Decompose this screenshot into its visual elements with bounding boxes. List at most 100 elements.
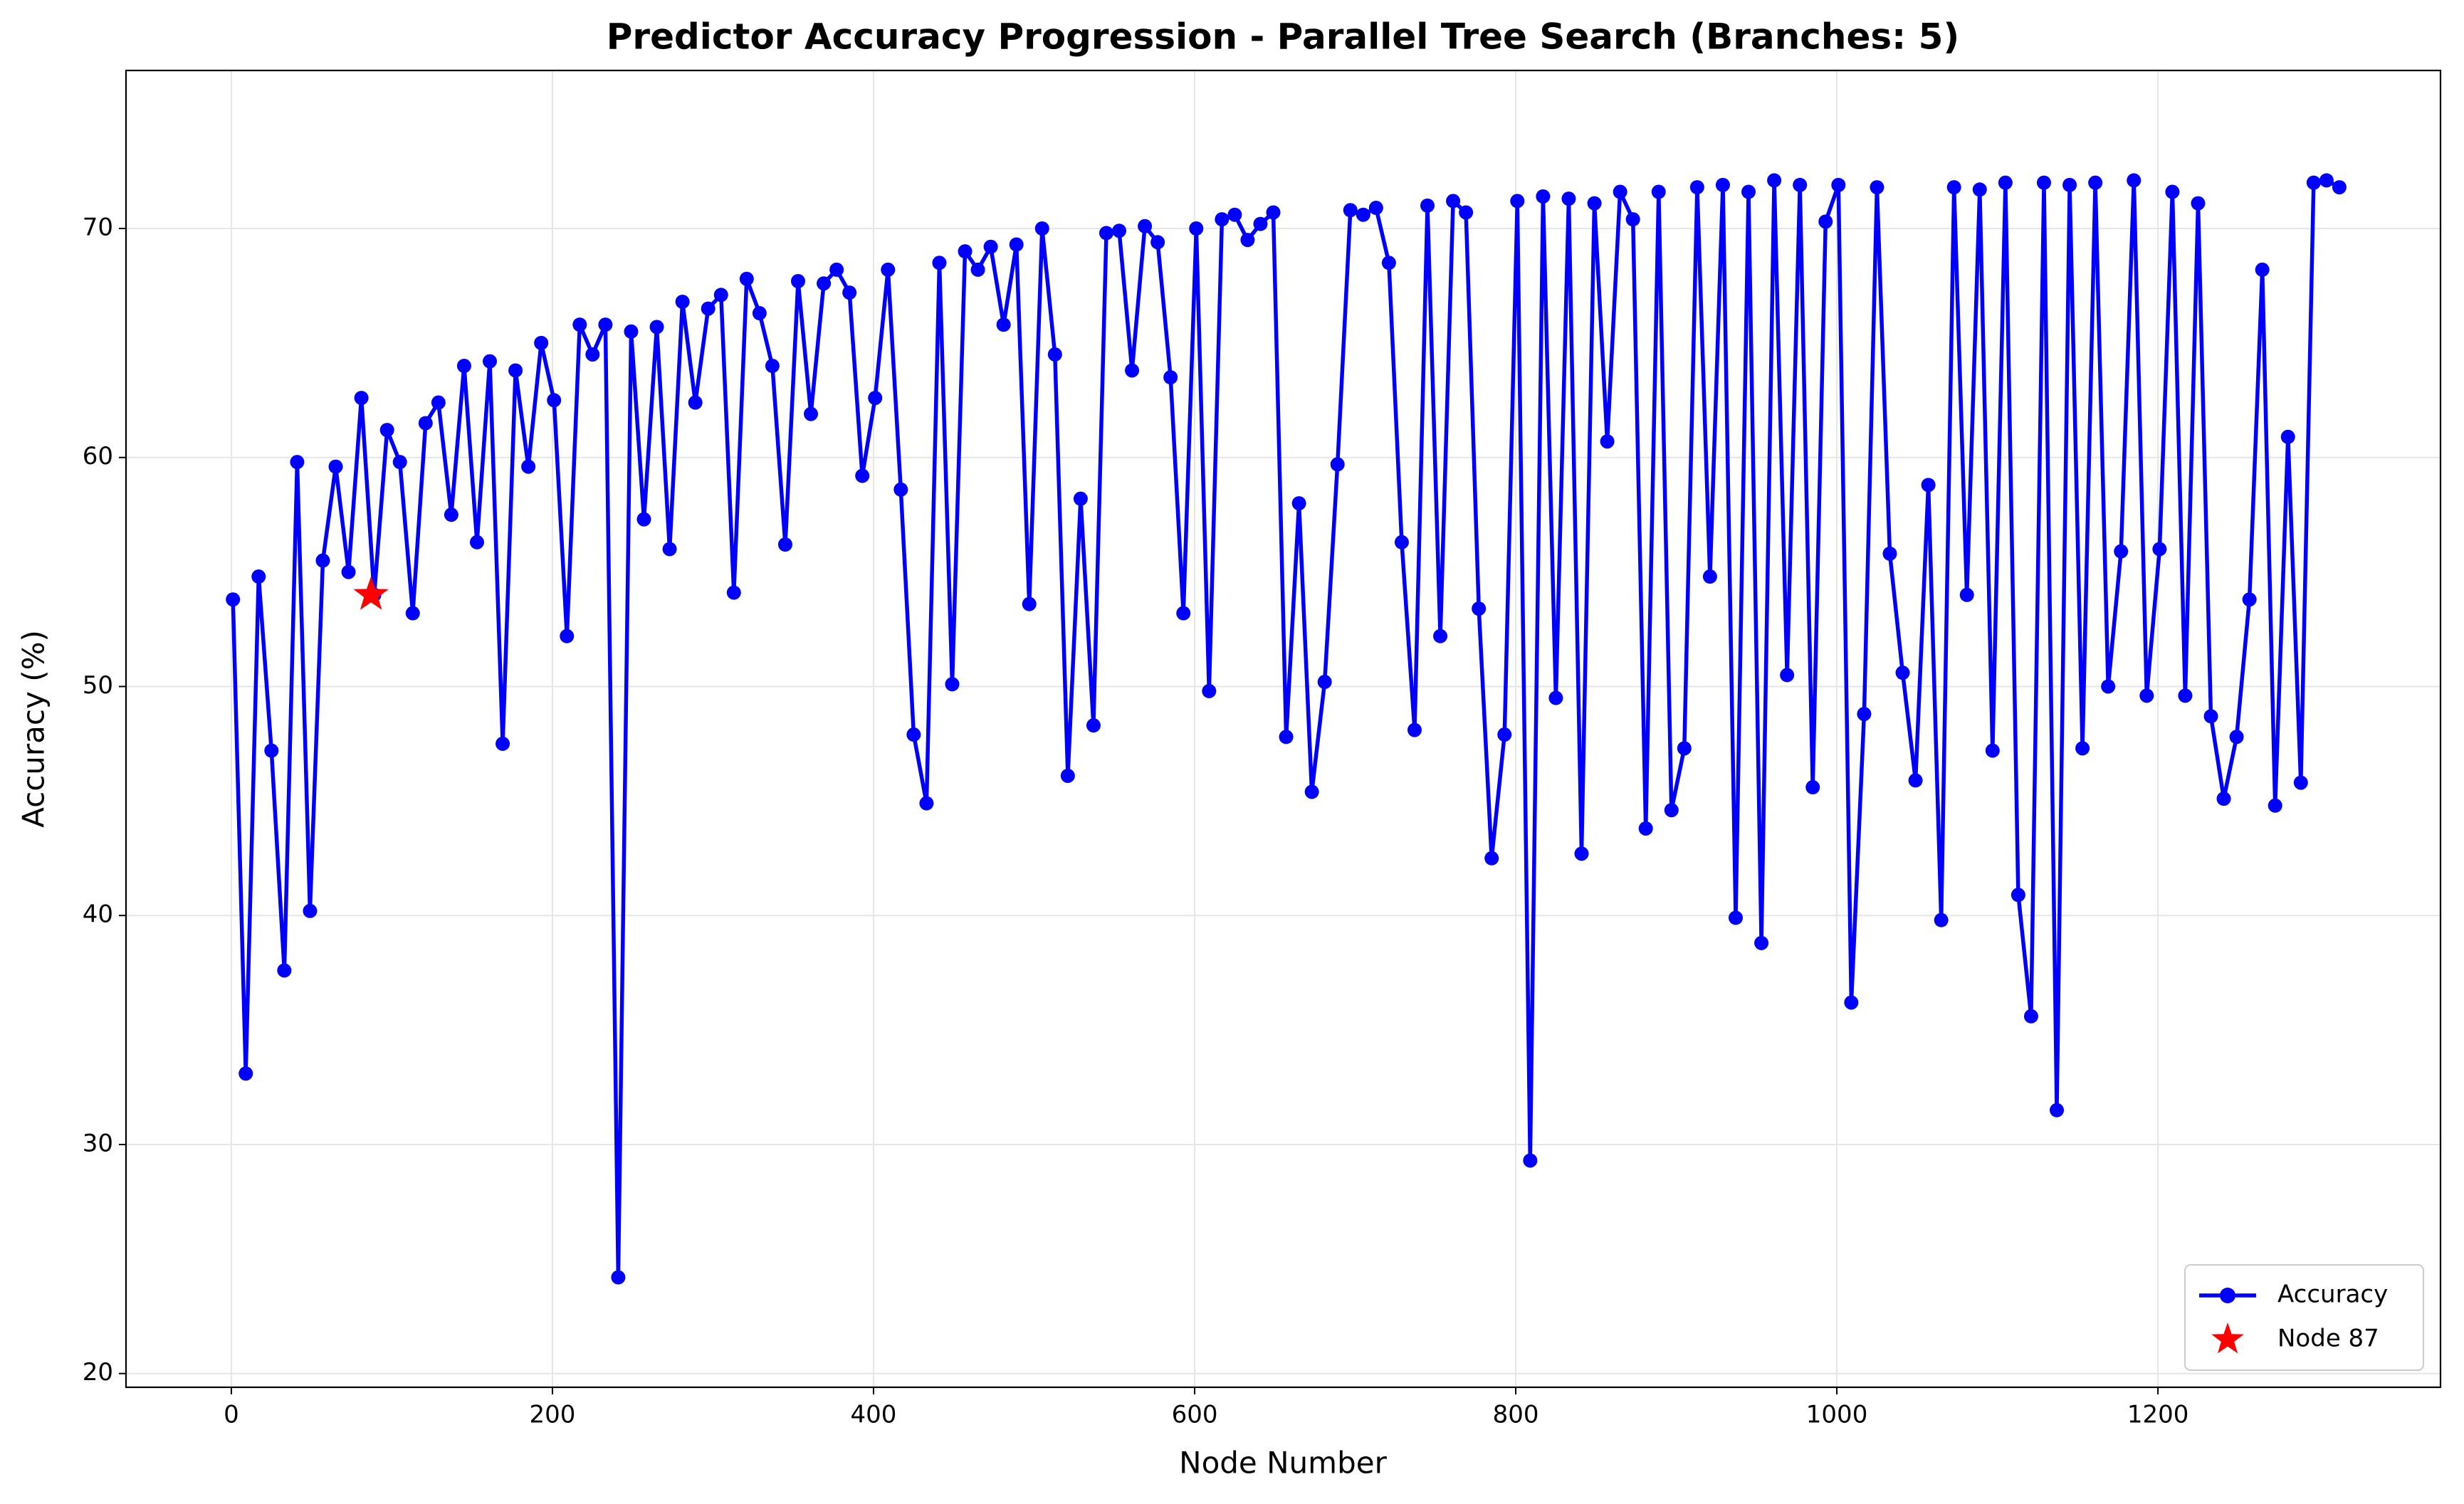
point xyxy=(1112,224,1127,238)
point xyxy=(508,363,523,378)
point xyxy=(1831,177,1846,192)
point xyxy=(881,262,896,277)
point xyxy=(1022,596,1037,611)
point xyxy=(1125,363,1140,378)
point xyxy=(739,271,754,286)
point xyxy=(2050,1103,2065,1118)
point xyxy=(842,285,857,300)
point xyxy=(1844,995,1859,1010)
plot-frame xyxy=(125,69,2442,1389)
point xyxy=(2319,173,2334,188)
point xyxy=(354,391,369,406)
y-tick-label: 40 xyxy=(83,900,113,929)
point xyxy=(483,354,498,369)
point xyxy=(1330,457,1345,472)
point xyxy=(1536,189,1551,204)
point xyxy=(341,564,356,579)
point xyxy=(945,677,960,692)
point xyxy=(817,276,832,291)
point xyxy=(1368,201,1383,216)
point xyxy=(1934,913,1949,927)
point xyxy=(1073,491,1088,506)
point xyxy=(1754,935,1769,950)
point xyxy=(1767,173,1782,188)
y-tick-label: 20 xyxy=(83,1358,113,1387)
point xyxy=(1857,707,1872,722)
point xyxy=(1548,690,1563,705)
point xyxy=(1433,629,1448,643)
point xyxy=(636,512,651,527)
point xyxy=(970,262,985,277)
point xyxy=(2127,173,2141,188)
point xyxy=(983,239,998,254)
legend-marker xyxy=(2220,1288,2235,1303)
point xyxy=(444,508,458,522)
point xyxy=(2139,688,2154,703)
point xyxy=(2075,741,2090,756)
point xyxy=(2152,542,2167,557)
point xyxy=(1908,773,1923,788)
point xyxy=(1047,347,1062,362)
point xyxy=(1099,226,1113,241)
point xyxy=(2255,262,2270,277)
point xyxy=(675,294,690,309)
point xyxy=(790,274,805,288)
point xyxy=(238,1066,253,1081)
point xyxy=(1009,237,1024,252)
point xyxy=(662,542,677,557)
point xyxy=(1728,910,1743,925)
point xyxy=(688,395,703,410)
x-tick-label: 1000 xyxy=(1806,1401,1868,1429)
point xyxy=(1459,205,1474,220)
point xyxy=(1291,496,1306,511)
point xyxy=(804,406,819,421)
legend-box xyxy=(2184,1264,2424,1371)
point xyxy=(1253,216,1268,231)
point xyxy=(1818,214,1833,229)
point xyxy=(868,391,883,406)
point xyxy=(649,320,664,335)
point xyxy=(1664,803,1679,818)
point xyxy=(2023,1009,2038,1024)
legend-label: Node 87 xyxy=(2277,1325,2379,1353)
point xyxy=(1343,203,1358,218)
x-tick-label: 600 xyxy=(1172,1401,1218,1429)
point xyxy=(2036,175,2051,190)
legend-marker xyxy=(2211,1322,2244,1354)
point xyxy=(713,288,728,303)
point xyxy=(2165,184,2180,199)
point xyxy=(1574,846,1589,861)
x-tick-label: 400 xyxy=(851,1401,897,1429)
point xyxy=(932,256,947,270)
point xyxy=(1625,212,1640,227)
point xyxy=(1946,180,1961,195)
point xyxy=(701,301,715,316)
point xyxy=(1805,780,1820,795)
point xyxy=(469,535,484,549)
point xyxy=(1510,194,1525,209)
y-tick-label: 60 xyxy=(83,442,113,470)
point xyxy=(392,455,407,470)
point xyxy=(919,796,934,811)
star-marker xyxy=(353,576,389,610)
point xyxy=(1266,205,1281,220)
point xyxy=(1613,184,1627,199)
y-tick-label: 70 xyxy=(83,214,113,242)
point xyxy=(456,359,471,374)
point xyxy=(893,482,908,497)
point xyxy=(1446,194,1461,209)
point xyxy=(2010,888,2025,903)
point xyxy=(1150,235,1165,250)
point xyxy=(2191,196,2206,211)
point xyxy=(1600,434,1615,449)
point xyxy=(906,727,921,742)
point xyxy=(1638,821,1653,836)
point xyxy=(2306,175,2321,190)
point xyxy=(2268,798,2282,813)
point xyxy=(1163,370,1178,385)
legend: Accuracy Node 87 xyxy=(2184,1264,2424,1371)
point xyxy=(1780,668,1795,683)
point xyxy=(1870,180,1884,195)
point xyxy=(1651,184,1666,199)
